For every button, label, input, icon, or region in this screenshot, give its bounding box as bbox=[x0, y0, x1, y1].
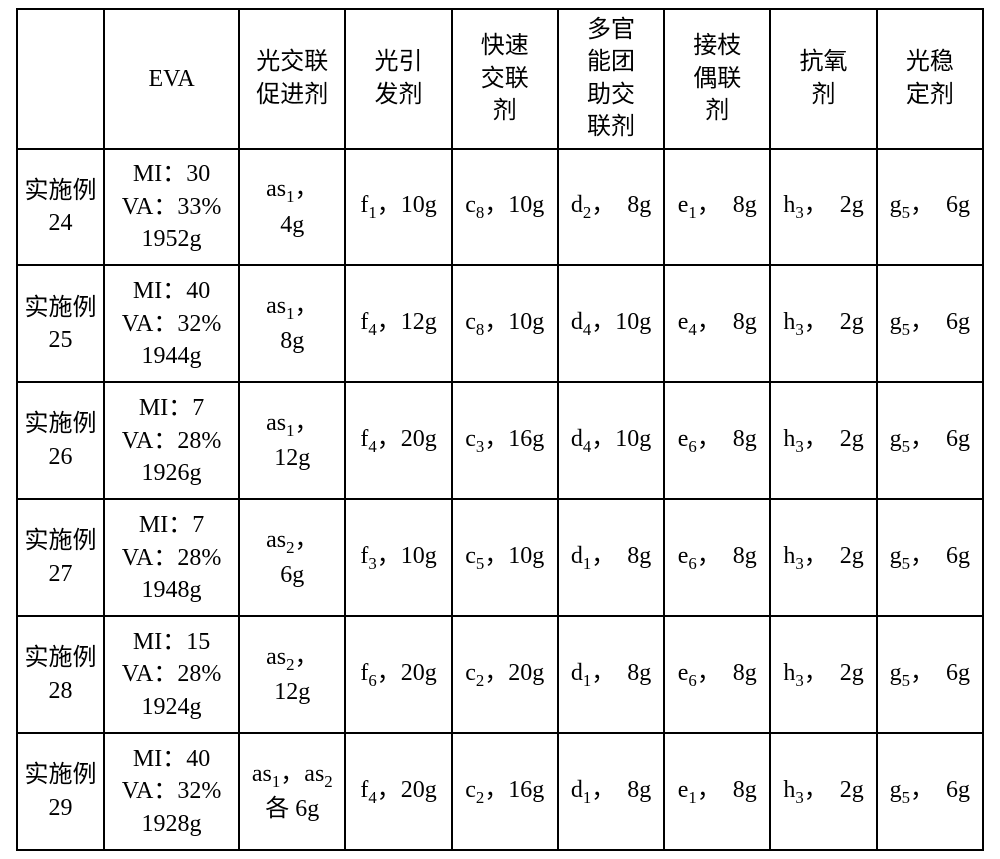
cell-label: 实施例26 bbox=[17, 382, 104, 499]
cell-coupling: e6， 8g bbox=[664, 499, 770, 616]
table-header-row: EVA光交联 促进剂光引 发剂快速 交联 剂多官 能团 助交 联剂接枝 偶联 剂… bbox=[17, 9, 983, 149]
cell-eva: MI：7VA：28%1948g bbox=[104, 499, 239, 616]
cell-antiox: h3， 2g bbox=[770, 499, 876, 616]
cell-coupling: e6， 8g bbox=[664, 382, 770, 499]
col-header-coupling: 接枝 偶联 剂 bbox=[664, 9, 770, 149]
col-header-promoter: 光交联 促进剂 bbox=[239, 9, 345, 149]
cell-lightstab: g5， 6g bbox=[877, 616, 983, 733]
cell-coupling: e6， 8g bbox=[664, 616, 770, 733]
cell-coupling: e4， 8g bbox=[664, 265, 770, 382]
table-row: 实施例25MI：40VA：32%1944gas1，8gf4，12gc8，10gd… bbox=[17, 265, 983, 382]
cell-initiator: f3，10g bbox=[345, 499, 451, 616]
cell-antiox: h3， 2g bbox=[770, 265, 876, 382]
cell-coupling: e1， 8g bbox=[664, 149, 770, 266]
cell-fastxl: c2，20g bbox=[452, 616, 558, 733]
cell-label: 实施例24 bbox=[17, 149, 104, 266]
cell-promoter: as1，4g bbox=[239, 149, 345, 266]
cell-promoter: as1，as2各 6g bbox=[239, 733, 345, 850]
cell-antiox: h3， 2g bbox=[770, 149, 876, 266]
cell-fastxl: c3，16g bbox=[452, 382, 558, 499]
col-header-antiox: 抗氧 剂 bbox=[770, 9, 876, 149]
cell-coagent: d2， 8g bbox=[558, 149, 664, 266]
cell-initiator: f4，20g bbox=[345, 382, 451, 499]
table-row: 实施例28MI：15VA：28%1924gas2，12gf6，20gc2，20g… bbox=[17, 616, 983, 733]
table-container: EVA光交联 促进剂光引 发剂快速 交联 剂多官 能团 助交 联剂接枝 偶联 剂… bbox=[0, 0, 1000, 859]
cell-eva: MI：40VA：32%1928g bbox=[104, 733, 239, 850]
cell-antiox: h3， 2g bbox=[770, 616, 876, 733]
cell-fastxl: c8，10g bbox=[452, 265, 558, 382]
cell-promoter: as1，12g bbox=[239, 382, 345, 499]
cell-lightstab: g5， 6g bbox=[877, 265, 983, 382]
cell-promoter: as1，8g bbox=[239, 265, 345, 382]
cell-label: 实施例29 bbox=[17, 733, 104, 850]
cell-initiator: f6，20g bbox=[345, 616, 451, 733]
cell-eva: MI：30VA：33%1952g bbox=[104, 149, 239, 266]
cell-antiox: h3， 2g bbox=[770, 382, 876, 499]
cell-coagent: d1， 8g bbox=[558, 733, 664, 850]
cell-fastxl: c5，10g bbox=[452, 499, 558, 616]
cell-coagent: d1， 8g bbox=[558, 616, 664, 733]
cell-label: 实施例25 bbox=[17, 265, 104, 382]
cell-fastxl: c2，16g bbox=[452, 733, 558, 850]
cell-initiator: f4，20g bbox=[345, 733, 451, 850]
cell-fastxl: c8，10g bbox=[452, 149, 558, 266]
cell-initiator: f1，10g bbox=[345, 149, 451, 266]
cell-lightstab: g5， 6g bbox=[877, 499, 983, 616]
cell-lightstab: g5， 6g bbox=[877, 733, 983, 850]
table-body: 实施例24MI：30VA：33%1952gas1，4gf1，10gc8，10gd… bbox=[17, 149, 983, 850]
cell-eva: MI：15VA：28%1924g bbox=[104, 616, 239, 733]
cell-eva: MI：7VA：28%1926g bbox=[104, 382, 239, 499]
col-header-label bbox=[17, 9, 104, 149]
col-header-initiator: 光引 发剂 bbox=[345, 9, 451, 149]
cell-promoter: as2，6g bbox=[239, 499, 345, 616]
cell-label: 实施例27 bbox=[17, 499, 104, 616]
cell-coagent: d1， 8g bbox=[558, 499, 664, 616]
cell-lightstab: g5， 6g bbox=[877, 149, 983, 266]
table-row: 实施例24MI：30VA：33%1952gas1，4gf1，10gc8，10gd… bbox=[17, 149, 983, 266]
table-row: 实施例26MI：7VA：28%1926gas1，12gf4，20gc3，16gd… bbox=[17, 382, 983, 499]
col-header-lightstab: 光稳 定剂 bbox=[877, 9, 983, 149]
table-row: 实施例27MI：7VA：28%1948gas2，6gf3，10gc5，10gd1… bbox=[17, 499, 983, 616]
cell-label: 实施例28 bbox=[17, 616, 104, 733]
composition-table: EVA光交联 促进剂光引 发剂快速 交联 剂多官 能团 助交 联剂接枝 偶联 剂… bbox=[16, 8, 984, 851]
cell-coagent: d4，10g bbox=[558, 265, 664, 382]
cell-promoter: as2，12g bbox=[239, 616, 345, 733]
cell-antiox: h3， 2g bbox=[770, 733, 876, 850]
col-header-fastxl: 快速 交联 剂 bbox=[452, 9, 558, 149]
col-header-eva: EVA bbox=[104, 9, 239, 149]
table-head: EVA光交联 促进剂光引 发剂快速 交联 剂多官 能团 助交 联剂接枝 偶联 剂… bbox=[17, 9, 983, 149]
cell-lightstab: g5， 6g bbox=[877, 382, 983, 499]
cell-coupling: e1， 8g bbox=[664, 733, 770, 850]
table-row: 实施例29MI：40VA：32%1928gas1，as2各 6gf4，20gc2… bbox=[17, 733, 983, 850]
cell-initiator: f4，12g bbox=[345, 265, 451, 382]
cell-coagent: d4，10g bbox=[558, 382, 664, 499]
col-header-coagent: 多官 能团 助交 联剂 bbox=[558, 9, 664, 149]
cell-eva: MI：40VA：32%1944g bbox=[104, 265, 239, 382]
